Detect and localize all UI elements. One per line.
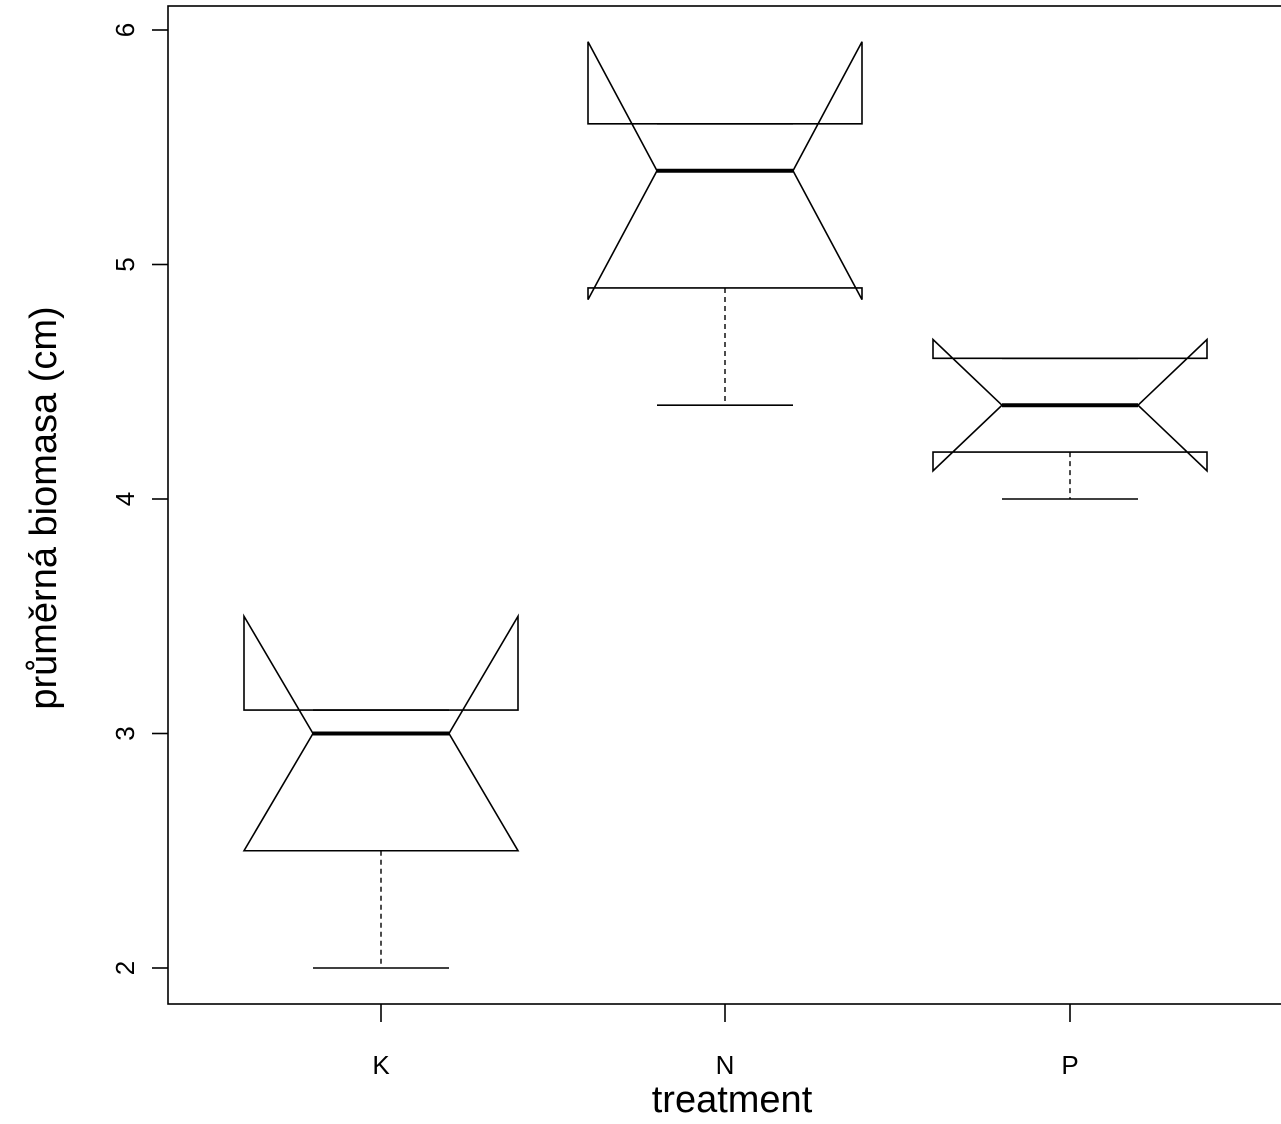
y-tick-label-4: 4 [110, 492, 140, 506]
plot-layer [242, 41, 1208, 969]
axis-layer: 2 3 4 5 6 K N P [110, 5, 1281, 1080]
box-outline-N [587, 41, 863, 301]
x-axis-title: treatment [652, 1079, 813, 1121]
x-tick-label-K: K [372, 1050, 390, 1080]
y-tick-label-5: 5 [110, 257, 140, 271]
y-axis-title: průměrná biomasa (cm) [23, 306, 65, 709]
plot-frame [167, 5, 1281, 1005]
box-outline-P [932, 337, 1208, 473]
box-N [587, 41, 863, 407]
x-tick-label-P: P [1061, 1050, 1078, 1080]
y-tick-label-2: 2 [110, 961, 140, 975]
y-tick-label-6: 6 [110, 23, 140, 37]
box-outline-K [242, 613, 520, 852]
y-tick-label-3: 3 [110, 726, 140, 740]
box-P [932, 337, 1208, 500]
x-tick-label-N: N [716, 1050, 735, 1080]
box-K [242, 613, 520, 969]
